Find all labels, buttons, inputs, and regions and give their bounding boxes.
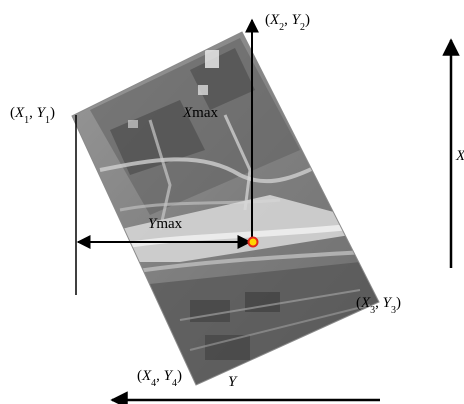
xmax-label: Xmax bbox=[182, 105, 218, 121]
aerial-image bbox=[72, 32, 379, 385]
x-axis-label: X bbox=[455, 148, 464, 164]
center-point bbox=[247, 236, 259, 248]
corner-label-4: (X4, Y4) bbox=[137, 368, 182, 389]
ymax-label: Ymax bbox=[148, 216, 183, 232]
y-axis-label: Y bbox=[228, 374, 238, 390]
corner-label-2: (X2, Y2) bbox=[265, 12, 310, 33]
corner-label-3: (X3, Y3) bbox=[356, 295, 401, 316]
image-border bbox=[71, 31, 380, 386]
corner-label-1: (X1, Y1) bbox=[10, 105, 55, 126]
